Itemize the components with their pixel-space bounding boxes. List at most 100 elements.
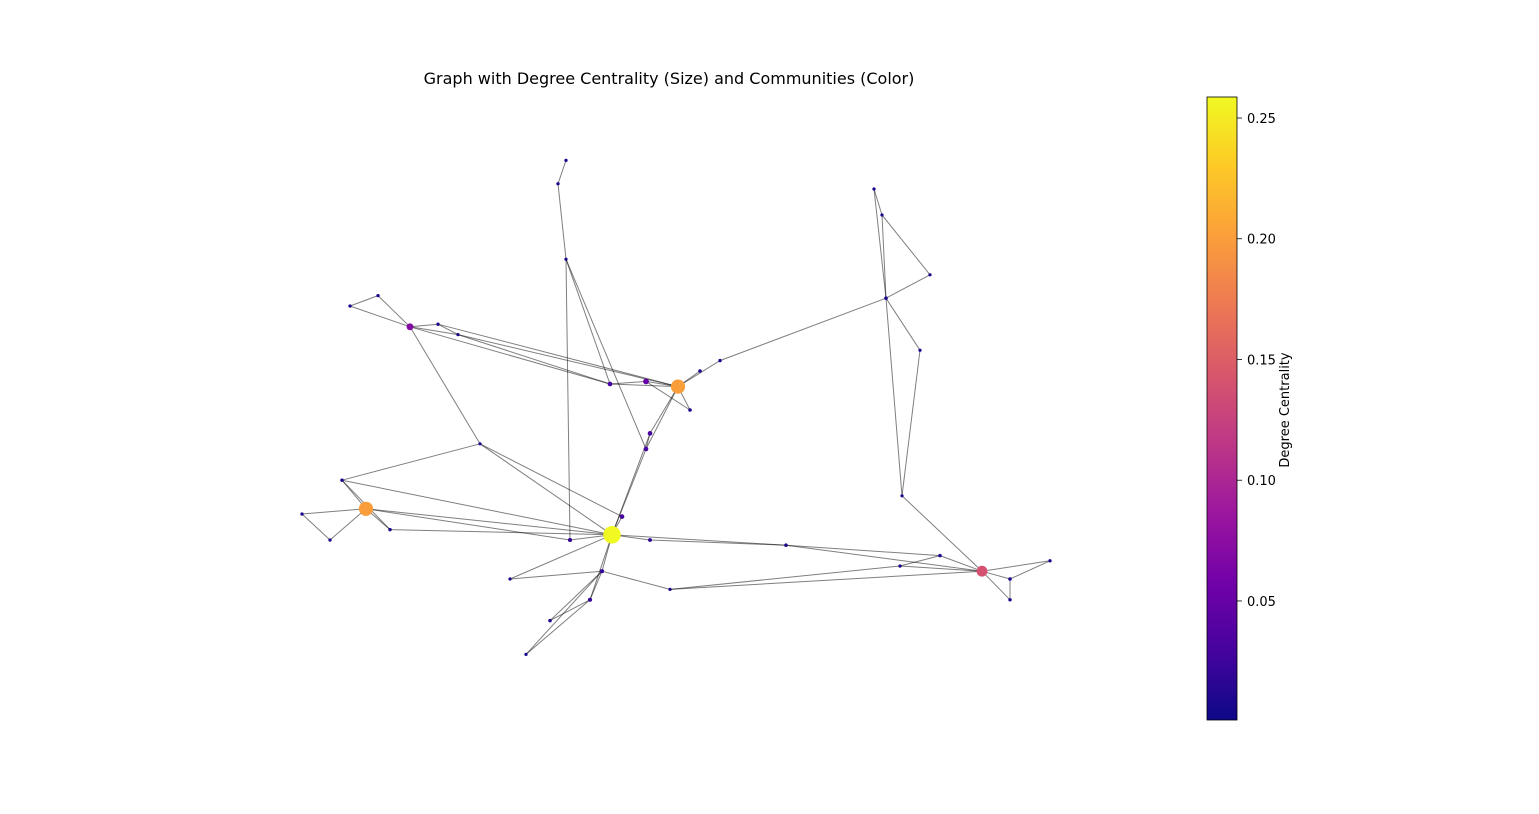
edge — [349, 295, 379, 307]
node — [670, 379, 686, 394]
edge — [409, 326, 611, 385]
colorbar-label: Degree Centrality — [1278, 352, 1293, 467]
node — [587, 597, 593, 602]
node — [619, 514, 625, 519]
node — [388, 527, 392, 532]
edge — [409, 326, 481, 445]
edge — [341, 479, 613, 536]
edge — [785, 544, 983, 572]
edge — [565, 259, 647, 450]
edge — [329, 508, 367, 541]
node — [567, 537, 573, 543]
edge — [437, 323, 459, 336]
node — [358, 501, 374, 516]
edge — [901, 495, 983, 572]
node — [647, 431, 653, 436]
edge — [645, 380, 691, 411]
edge — [899, 565, 983, 572]
node — [1008, 598, 1012, 602]
edge — [341, 443, 481, 481]
edge — [457, 334, 679, 388]
node — [1048, 559, 1052, 563]
edge — [549, 599, 591, 622]
node — [880, 213, 884, 217]
edge — [873, 188, 887, 299]
edge — [509, 534, 613, 580]
node — [478, 442, 482, 446]
edge — [645, 433, 651, 450]
node — [607, 381, 613, 387]
edge — [509, 570, 603, 580]
edge — [981, 560, 1051, 572]
edge — [365, 508, 613, 536]
edge — [557, 183, 567, 260]
edge — [589, 534, 613, 600]
edge — [601, 570, 671, 590]
chart-title: Graph with Degree Centrality (Size) and … — [424, 69, 915, 88]
edge — [1009, 560, 1051, 580]
edge — [377, 295, 411, 328]
edge — [645, 386, 679, 450]
node — [300, 512, 304, 516]
node — [648, 538, 652, 542]
edge — [939, 555, 983, 572]
node — [556, 182, 560, 186]
edge — [409, 326, 459, 336]
edge — [525, 599, 591, 655]
node — [698, 369, 702, 373]
colorbar — [1206, 96, 1238, 721]
edge — [649, 386, 679, 434]
edge — [589, 571, 603, 600]
edge — [669, 570, 983, 590]
edge — [349, 305, 411, 328]
edge — [565, 259, 611, 385]
edge — [785, 544, 941, 557]
node — [508, 577, 512, 581]
node — [928, 273, 932, 277]
node — [884, 296, 888, 300]
node — [784, 543, 788, 547]
node — [688, 408, 692, 412]
edge — [301, 513, 331, 541]
edge — [611, 448, 647, 535]
node — [643, 446, 649, 452]
edge — [901, 350, 921, 496]
node — [348, 304, 352, 308]
node — [436, 322, 440, 326]
edge — [565, 259, 571, 541]
edge — [881, 214, 887, 299]
node — [406, 323, 414, 331]
node — [938, 553, 942, 558]
edge — [301, 508, 367, 515]
edge — [899, 555, 941, 567]
colorbar-tick-label: 0.20 — [1247, 233, 1276, 248]
node — [376, 293, 380, 298]
edge — [649, 539, 787, 546]
edge — [881, 214, 931, 276]
node — [718, 358, 722, 363]
edges — [301, 160, 1051, 655]
node — [524, 652, 528, 657]
nodes — [300, 158, 1052, 657]
edge — [885, 274, 931, 299]
node — [918, 348, 922, 352]
node — [643, 378, 649, 385]
edge — [479, 443, 613, 536]
edge — [549, 570, 603, 621]
edge — [389, 529, 613, 536]
node — [456, 332, 460, 337]
edge — [437, 323, 679, 388]
colorbar-tick-label: 0.15 — [1247, 353, 1276, 368]
node — [340, 478, 344, 482]
node — [548, 618, 552, 623]
node — [328, 538, 332, 542]
edge — [885, 297, 921, 351]
node — [898, 564, 902, 568]
edge — [981, 570, 1011, 601]
edge — [609, 383, 679, 388]
edge — [557, 160, 567, 184]
node — [599, 569, 605, 574]
node — [564, 257, 568, 261]
colorbar-tick-label: 0.05 — [1247, 595, 1276, 610]
